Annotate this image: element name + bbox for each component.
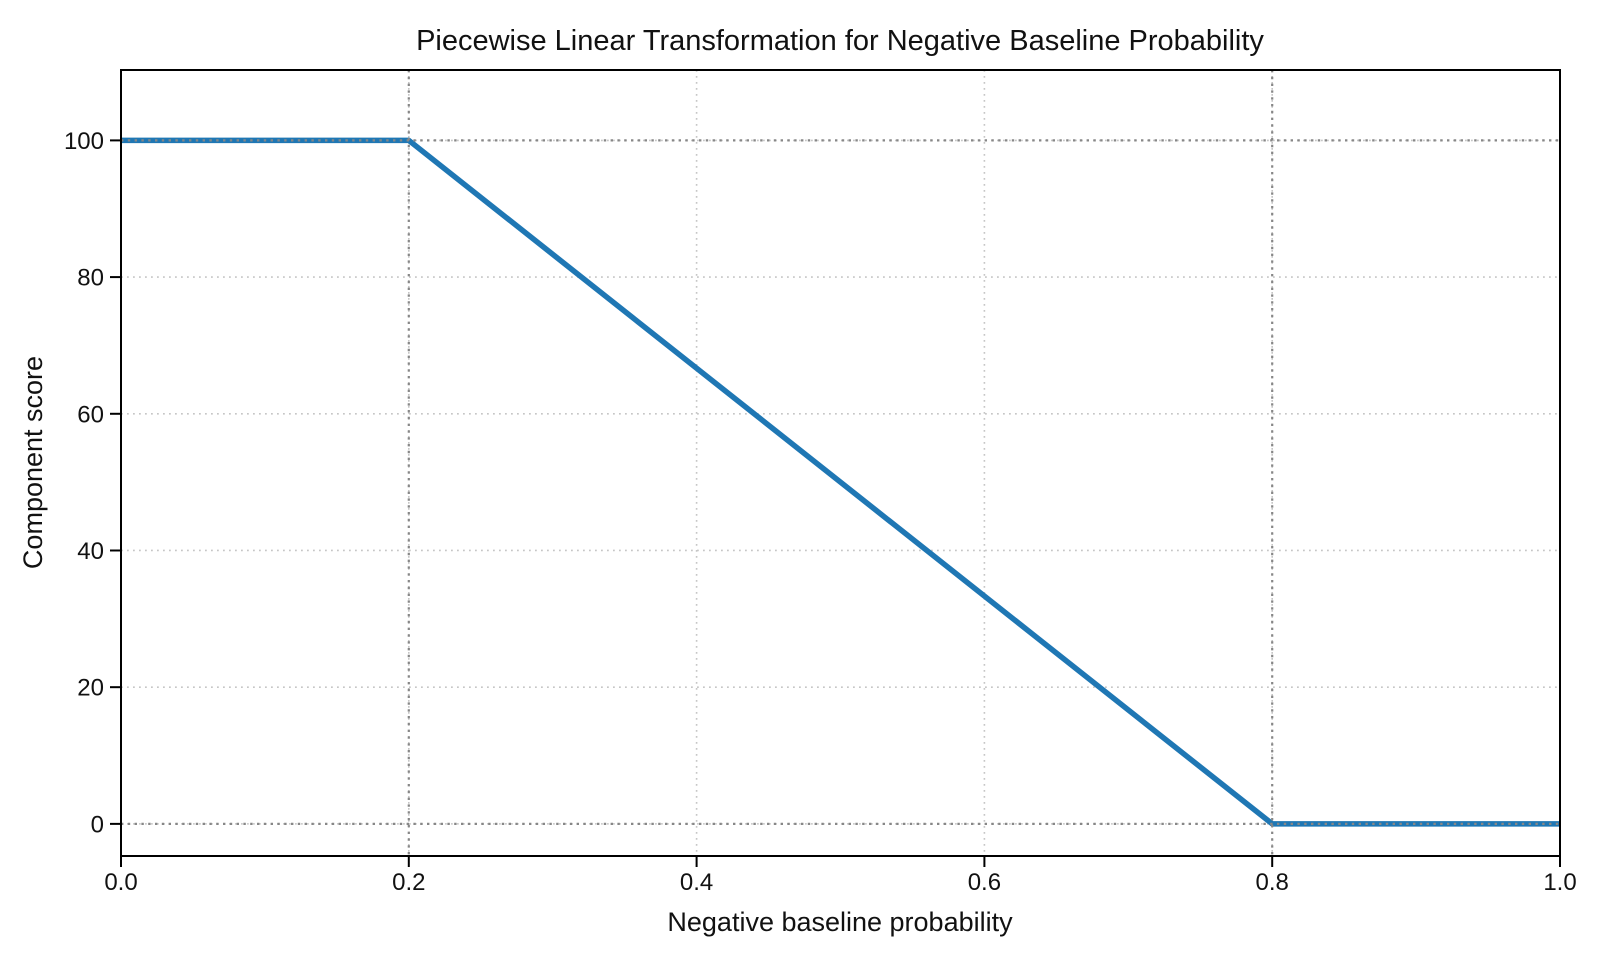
x-axis-label: Negative baseline probability — [667, 907, 1013, 937]
x-tick-label: 1.0 — [1543, 869, 1576, 896]
y-tick-label: 0 — [91, 811, 104, 838]
x-tick-label: 0.2 — [392, 869, 425, 896]
tick-layer: 0.0 0.2 0.4 0.6 0.8 1.0 0 20 40 60 80 100 — [64, 128, 1577, 896]
plot-frame — [120, 69, 1561, 857]
x-tick-label: 0.8 — [1256, 869, 1289, 896]
y-axis-label: Component score — [18, 356, 48, 569]
x-tick-label: 0.6 — [968, 869, 1001, 896]
x-tick-label: 0.0 — [104, 869, 137, 896]
reference-lines-layer — [121, 70, 1560, 856]
y-tick-label: 40 — [77, 538, 104, 565]
y-tick-label: 60 — [77, 401, 104, 428]
series-line — [121, 137, 1560, 827]
y-tick-label: 20 — [77, 675, 104, 702]
y-tick-label: 100 — [64, 128, 104, 155]
grid-layer — [120, 70, 1561, 856]
axes-layer — [120, 69, 1561, 857]
chart-title: Piecewise Linear Transformation for Nega… — [416, 25, 1264, 57]
x-tick-label: 0.4 — [680, 869, 713, 896]
series-layer — [121, 137, 1560, 827]
y-tick-label: 80 — [77, 265, 104, 292]
